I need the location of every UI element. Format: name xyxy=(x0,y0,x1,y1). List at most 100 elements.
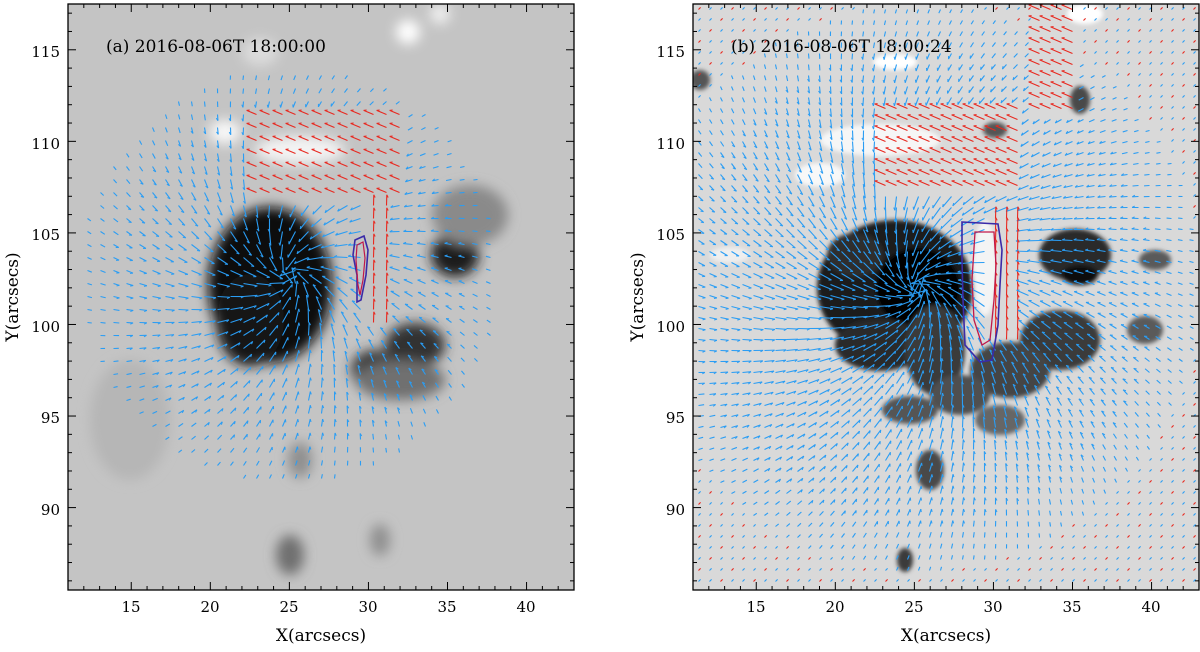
vector-arrow xyxy=(1021,362,1029,373)
vector-arrow xyxy=(1157,424,1161,428)
vector-arrowhead xyxy=(1098,162,1102,166)
vector-arrowhead xyxy=(397,407,401,411)
vector-arrow xyxy=(796,86,800,93)
vector-arrowhead xyxy=(233,434,236,438)
vector-arrow xyxy=(885,169,897,176)
vector-arrowhead xyxy=(373,272,376,276)
vector-arrow xyxy=(896,349,906,362)
vector-arrowhead xyxy=(334,405,337,409)
vector-arrow xyxy=(367,326,374,336)
vector-arrow xyxy=(962,180,974,187)
vector-arrow xyxy=(719,86,723,91)
vector-arrowhead xyxy=(389,266,393,268)
vector-arrow xyxy=(862,31,865,37)
vector-arrow xyxy=(785,152,791,161)
vector-arrow xyxy=(904,240,909,257)
vector-arrow xyxy=(1065,140,1073,146)
vector-arrow xyxy=(874,395,883,406)
vector-arrow xyxy=(929,158,941,165)
vector-arrow xyxy=(1016,217,1029,222)
vector-arrow xyxy=(939,439,944,450)
vector-arrowhead xyxy=(771,298,775,300)
vector-arrow xyxy=(720,251,728,257)
vector-arrowhead xyxy=(846,239,850,242)
vector-arrow xyxy=(926,75,931,83)
vector-arrow xyxy=(720,130,724,136)
vector-arrowhead xyxy=(993,416,997,420)
vector-arrowhead xyxy=(1097,184,1101,188)
vector-arrow xyxy=(152,218,159,225)
vector-arrow xyxy=(819,347,833,352)
vector-arrow xyxy=(126,295,134,299)
vector-arrow xyxy=(775,456,782,461)
vector-arrowhead xyxy=(1006,217,1009,221)
vector-arrow xyxy=(113,205,118,210)
vector-arrow xyxy=(907,325,917,340)
vector-arrowhead xyxy=(922,279,927,282)
vector-arrow xyxy=(1027,290,1040,297)
vector-arrow xyxy=(796,130,801,139)
vector-arrow xyxy=(1143,249,1150,253)
vector-arrowhead xyxy=(735,425,739,429)
vector-arrow xyxy=(256,282,272,286)
vector-arrowhead xyxy=(794,298,799,301)
vector-arrowhead xyxy=(795,308,799,311)
vector-arrowhead xyxy=(216,131,219,135)
vector-arrowhead xyxy=(859,261,863,264)
vector-arrowhead xyxy=(144,309,148,313)
vector-arrowhead xyxy=(852,195,856,198)
vector-arrow xyxy=(742,39,745,43)
vector-arrow xyxy=(311,161,322,168)
vector-arrowhead xyxy=(893,56,896,60)
vector-arrowhead xyxy=(1096,227,1100,230)
vector-arrow xyxy=(808,389,819,396)
vector-arrow xyxy=(1028,6,1031,10)
vector-arrow xyxy=(764,294,775,300)
vector-arrowhead xyxy=(893,207,896,211)
vector-arrow xyxy=(1127,61,1130,65)
vector-arrow xyxy=(1014,417,1019,428)
vector-arrow xyxy=(753,370,763,374)
vector-arrow xyxy=(753,229,762,237)
vector-arrow xyxy=(764,456,771,461)
vector-arrow xyxy=(1105,61,1108,65)
vector-arrow xyxy=(947,75,952,83)
vector-arrow xyxy=(230,342,241,349)
vector-arrow xyxy=(917,462,923,472)
vector-arrowhead xyxy=(368,339,372,342)
vector-arrow xyxy=(940,218,952,230)
vector-arrow xyxy=(1182,149,1185,153)
vector-arrow xyxy=(191,179,196,188)
vector-arrowhead xyxy=(872,160,875,165)
vector-arrow xyxy=(1182,127,1185,131)
vector-arrow xyxy=(1028,26,1040,33)
vector-arrowhead xyxy=(941,381,944,385)
vector-arrow xyxy=(1155,357,1161,362)
vector-arrow xyxy=(764,185,771,194)
vector-arrowhead xyxy=(736,371,740,374)
vector-arrow xyxy=(818,174,824,185)
vector-arrow xyxy=(152,166,157,173)
vector-arrow xyxy=(404,303,413,310)
vector-arrow xyxy=(409,394,414,401)
vector-arrowhead xyxy=(198,333,202,336)
vector-arrowhead xyxy=(1067,386,1071,389)
vector-arrow xyxy=(269,338,278,349)
vector-arrow xyxy=(139,153,143,159)
vector-arrow xyxy=(320,405,324,414)
vector-arrowhead xyxy=(1131,216,1135,219)
vector-arrow xyxy=(1177,271,1183,275)
vector-arrow xyxy=(841,387,852,395)
vector-arrowhead xyxy=(928,299,932,304)
vector-arrow xyxy=(948,31,952,37)
vector-arrowhead xyxy=(266,215,270,219)
vector-arrow xyxy=(862,42,865,49)
vector-arrow xyxy=(775,28,778,32)
vector-arrowhead xyxy=(384,406,388,410)
vector-arrow xyxy=(259,109,270,116)
vector-arrow xyxy=(255,88,258,94)
vector-arrowhead xyxy=(156,372,160,376)
vector-arrow xyxy=(178,269,189,275)
vector-arrowhead xyxy=(1087,152,1091,155)
vector-arrowhead xyxy=(1073,216,1077,220)
